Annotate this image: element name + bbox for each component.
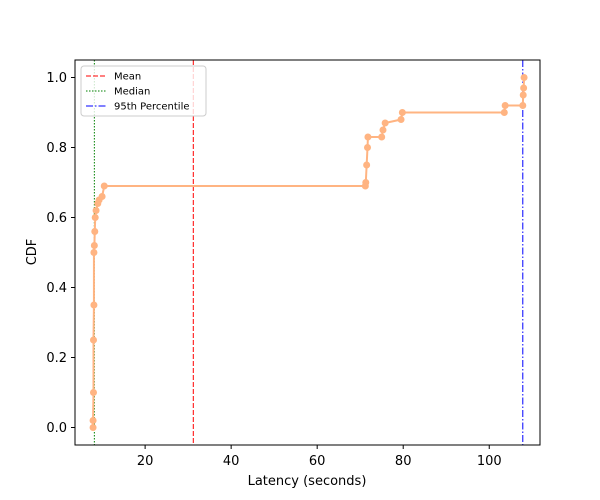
plot-frame [74, 59, 541, 446]
y-tick-label: 0.8 [46, 141, 67, 156]
y-tick-label: 0.0 [46, 421, 67, 436]
cdf-point [89, 417, 97, 424]
legend: Mean Median 95th Percentile [80, 65, 207, 117]
cdf-point [501, 102, 509, 109]
x-tick-label: 20 [137, 454, 154, 469]
plot-area [75, 60, 540, 445]
cdf-point [100, 182, 108, 190]
legend-label: 95th Percentile [114, 102, 190, 113]
cdf-point [362, 179, 370, 186]
cdf-point [378, 133, 386, 141]
cdf-point [500, 109, 508, 116]
cdf-point [520, 74, 528, 81]
cdf-point [397, 116, 405, 123]
cdf-point [92, 207, 100, 214]
y-tick-label: 0.4 [46, 281, 67, 296]
cdf-point [90, 242, 98, 249]
y-tick-label: 0.6 [46, 211, 67, 226]
legend-box [80, 65, 207, 117]
cdf-point [381, 119, 389, 127]
cdf-point [90, 301, 98, 309]
y-axis-title: CDF [25, 239, 40, 266]
y-tick-label: 1.0 [46, 71, 67, 86]
cdf-point [519, 102, 527, 109]
cdf-point [91, 214, 99, 221]
legend-label: Median [114, 87, 150, 98]
cdf-point [364, 133, 372, 141]
cdf-point [89, 424, 97, 431]
x-tick-label: 40 [223, 454, 240, 469]
x-tick-label: 80 [395, 454, 412, 469]
cdf-point [89, 336, 97, 344]
cdf-point [379, 126, 387, 134]
x-tick-label: 60 [309, 454, 326, 469]
cdf-point [98, 193, 106, 200]
x-axis-title: Latency (seconds) [248, 474, 367, 489]
cdf-point [364, 144, 372, 151]
cdf-point [519, 91, 527, 99]
legend-label: Mean [114, 72, 141, 83]
x-tick-label: 100 [477, 454, 502, 469]
cdf-point [363, 161, 371, 169]
y-tick-label: 0.2 [46, 351, 67, 366]
cdf-point [89, 389, 97, 396]
cdf-point [520, 84, 528, 92]
cdf-point [91, 228, 99, 235]
cdf-point [90, 249, 98, 256]
cdf-point [398, 109, 406, 116]
